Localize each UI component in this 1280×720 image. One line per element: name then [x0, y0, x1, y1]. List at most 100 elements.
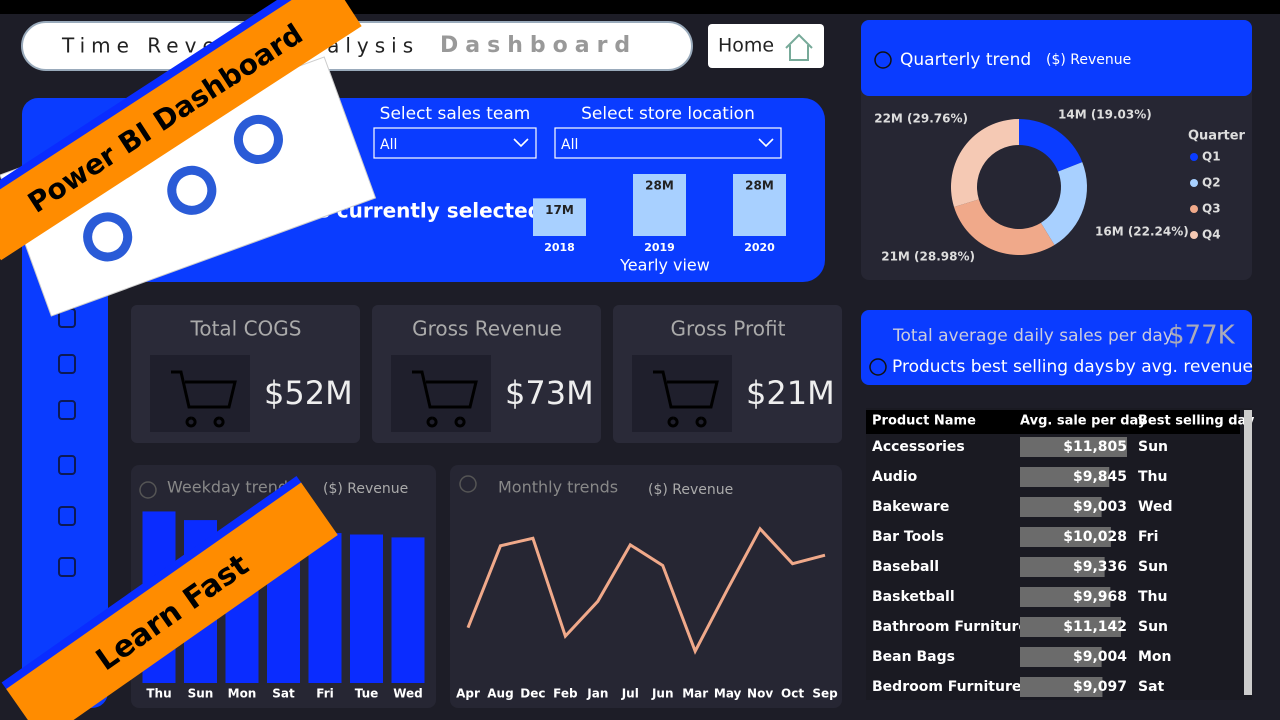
donut-slice: [1040, 162, 1087, 246]
daily-value: $77K: [1168, 321, 1236, 351]
weekday-subtitle: ($) Revenue: [323, 481, 408, 497]
legend-title: Quarter: [1188, 129, 1246, 144]
avg-sale: $9,845: [1073, 469, 1127, 485]
data-bar: [1020, 617, 1121, 637]
weekday-label: Mon: [228, 687, 257, 701]
monthly-subtitle: ($) Revenue: [648, 482, 733, 498]
year-bar: [733, 174, 786, 236]
month-label: Sep: [812, 687, 838, 701]
banner-band: [6, 482, 338, 720]
filter-label: Select store location: [581, 104, 755, 124]
avg-sale: $9,097: [1073, 679, 1127, 695]
sidebar-icon[interactable]: [58, 506, 76, 526]
quarterly-header: [861, 20, 1252, 96]
sidebar-icon[interactable]: [58, 354, 76, 374]
kpi-value: $73M: [505, 374, 594, 412]
month-label: May: [714, 687, 742, 701]
thumbnail-ring: [83, 212, 133, 262]
month-label: Jan: [586, 687, 608, 701]
legend-label: Q2: [1202, 176, 1221, 190]
slice-label: 16M (22.24%): [1095, 225, 1189, 239]
month-label: Jul: [621, 687, 639, 701]
weekday-label: Tue: [355, 687, 379, 701]
data-bar: [1020, 587, 1111, 607]
best-day: Fri: [1138, 529, 1158, 545]
kpi-value: $21M: [746, 374, 835, 412]
dropdown-value: All: [380, 137, 397, 153]
dropdown[interactable]: [554, 127, 782, 159]
daily-panel: [861, 310, 1252, 385]
legend-label: Q4: [1202, 228, 1221, 242]
dropdown-chevron: [758, 138, 774, 148]
dropdown[interactable]: [373, 127, 537, 159]
sidebar-icon[interactable]: [58, 455, 76, 475]
slice-label: 14M (19.03%): [1058, 108, 1152, 122]
data-bar: [1020, 497, 1102, 517]
month-label: Feb: [553, 687, 578, 701]
kpi-icon: [171, 370, 237, 428]
legend-dot: [1190, 179, 1198, 187]
yearly-title: Yearly view: [619, 256, 710, 275]
avg-sale: $9,004: [1073, 649, 1127, 665]
check-icon: [459, 475, 477, 493]
product-name: Bedroom Furniture: [872, 679, 1021, 695]
banner-edge: [1, 475, 303, 691]
best-day: Thu: [1138, 469, 1167, 485]
check-icon: [139, 481, 157, 499]
product-name: Bathroom Furniture: [872, 619, 1028, 635]
year-value-label: 28M: [745, 179, 774, 193]
data-bar: [1020, 647, 1102, 667]
banner-band: [0, 0, 362, 261]
data-bar: [1020, 677, 1103, 697]
year-label: 2019: [644, 241, 675, 254]
kpi-value: $52M: [264, 374, 353, 412]
month-label: Oct: [781, 687, 804, 701]
product-name: Bakeware: [872, 499, 949, 515]
legend-label: Q1: [1202, 150, 1221, 164]
legend-label: Q3: [1202, 202, 1221, 216]
home-button[interactable]: [708, 24, 824, 68]
best-day: Sat: [1138, 679, 1165, 695]
daily-title: Total average daily sales per day: [892, 326, 1173, 346]
month-label: Dec: [520, 687, 545, 701]
table-header: [866, 410, 1240, 434]
legend-dot: [1190, 231, 1198, 239]
daily-subtitle-suffix: by avg. revenue: [1115, 357, 1253, 377]
best-day: Mon: [1138, 649, 1172, 665]
kpi-icon: [412, 370, 478, 428]
kpi-title: Gross Revenue: [412, 317, 562, 341]
product-name: Audio: [872, 469, 918, 485]
avg-sale: $9,968: [1073, 589, 1127, 605]
quarterly-title: Quarterly trend: [900, 50, 1031, 70]
best-day: Wed: [1138, 499, 1172, 515]
sidebar-icon[interactable]: [58, 557, 76, 577]
product-name: Baseball: [872, 559, 939, 575]
scrollbar[interactable]: [1244, 410, 1252, 695]
kpi-title: Total COGS: [190, 317, 302, 341]
banner-edge: [0, 0, 331, 212]
monthly-card: [450, 465, 842, 708]
kpi-icon-box: [150, 355, 250, 432]
month-label: Jun: [651, 687, 674, 701]
kpi-icon: [653, 370, 719, 428]
filter-label: Select sales team: [380, 104, 531, 124]
avg-sale: $11,142: [1063, 619, 1127, 635]
product-name: Accessories: [872, 439, 965, 455]
table-column-header: Product Name: [872, 414, 976, 429]
data-bar: [1020, 437, 1127, 457]
table-column-header: Best selling day: [1138, 414, 1255, 429]
dropdown-chevron: [513, 138, 529, 148]
avg-sale: $10,028: [1063, 529, 1127, 545]
thumbnail-ring: [167, 165, 217, 215]
weekday-title: Weekday trends: [167, 478, 296, 497]
data-bar: [1020, 467, 1110, 487]
top-strip: [0, 0, 1280, 14]
year-value-label: 28M: [645, 179, 674, 193]
kpi-icon-box: [632, 355, 732, 432]
donut-slice: [954, 199, 1055, 256]
weekday-label: Thu: [146, 687, 171, 701]
home-icon: [785, 33, 813, 61]
best-day: Sun: [1138, 559, 1168, 575]
sidebar-icon[interactable]: [58, 400, 76, 420]
